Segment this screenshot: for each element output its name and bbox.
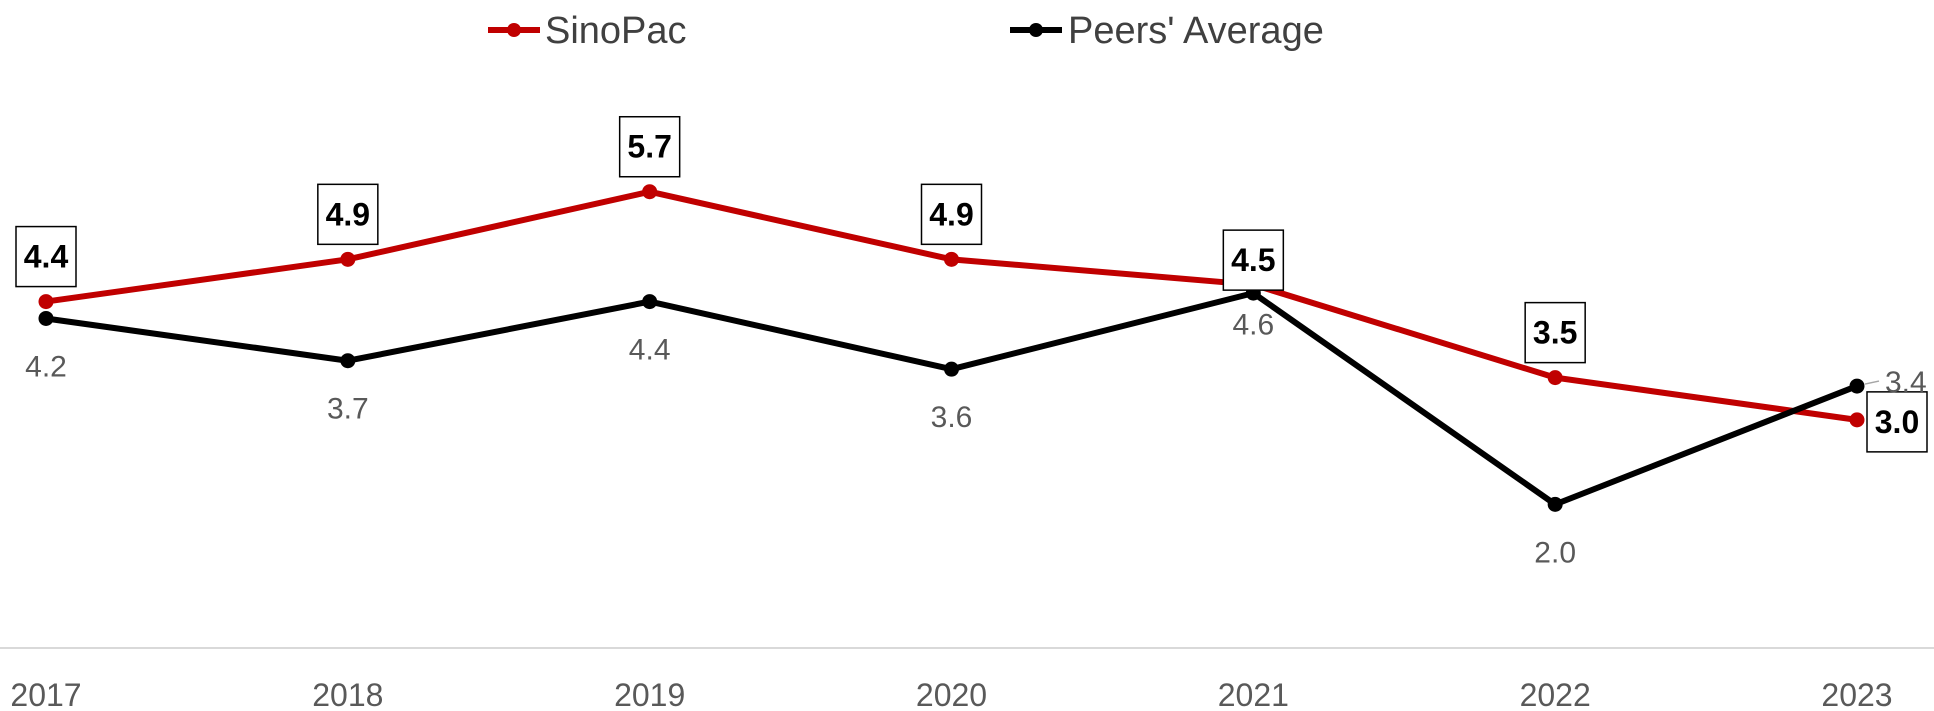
data-label-peers-average-2017: 4.2 — [25, 350, 67, 383]
data-point-peers-average-2017 — [38, 310, 54, 326]
data-label-text-sinopac-2019: 5.7 — [627, 129, 671, 165]
x-tick-label-2020: 2020 — [916, 677, 987, 711]
data-label-box-sinopac-2022 — [1524, 301, 1586, 364]
data-label-text-peers-average-2022: 2.0 — [1534, 536, 1576, 569]
data-label-sinopac-2020: 4.9 — [920, 183, 983, 246]
data-point-peers-average-2020 — [944, 361, 959, 377]
data-label-peers-average-2023: 3.4 — [1864, 366, 1927, 399]
data-label-leader-peers-average-2023 — [1864, 380, 1880, 385]
data-point-peers-average-2023 — [1849, 378, 1865, 394]
data-label-text-sinopac-2021: 4.6 — [1232, 309, 1274, 342]
data-label-text-sinopac-2018: 4.9 — [326, 196, 370, 232]
legend-marker-peers-average — [1029, 23, 1043, 37]
data-label-box-sinopac-2019 — [618, 115, 681, 178]
data-label-sinopac-2017: 4.4 — [15, 225, 77, 288]
data-label-peers-average-2018: 3.7 — [327, 393, 369, 426]
legend-label-sinopac: SinoPac — [545, 10, 687, 52]
data-label-text-peers-average-2019: 4.4 — [629, 334, 671, 367]
data-point-sinopac-2017 — [38, 294, 54, 310]
data-label-text-sinopac-2023: 3.0 — [1875, 404, 1919, 440]
legend-entry-sinopac[interactable]: SinoPac — [488, 10, 687, 52]
legend-marker-sinopac — [507, 23, 521, 37]
data-point-sinopac-2023 — [1849, 412, 1865, 428]
data-label-peers-average-2019: 4.4 — [629, 334, 671, 367]
data-label-box-sinopac-2018 — [317, 183, 379, 246]
data-label-sinopac-2023: 3.0 — [1866, 391, 1928, 453]
data-point-peers-average-2018 — [340, 353, 356, 369]
data-label-box-sinopac-2020 — [920, 183, 983, 246]
data-label-box-sinopac-2017 — [15, 225, 77, 288]
data-label-text-peers-average-2018: 3.7 — [327, 393, 369, 426]
x-tick-label-2023: 2023 — [1821, 677, 1892, 711]
data-label-text-sinopac-2020: 4.9 — [929, 196, 973, 232]
data-point-sinopac-2019 — [642, 184, 658, 200]
legend-label-peers-average: Peers' Average — [1068, 10, 1324, 52]
data-label-box-peers-average-2021 — [1222, 229, 1285, 291]
data-label-peers-average-2022: 2.0 — [1534, 536, 1576, 569]
data-label-text-peers-average-2017: 4.2 — [25, 350, 67, 383]
data-point-sinopac-2022 — [1547, 370, 1563, 386]
data-label-peers-average-2021: 4.5 — [1222, 229, 1285, 291]
x-tick-label-2018: 2018 — [312, 677, 383, 711]
data-label-text-peers-average-2020: 3.6 — [931, 401, 973, 434]
data-point-sinopac-2020 — [944, 251, 959, 267]
data-point-peers-average-2019 — [642, 294, 658, 310]
data-label-peers-average-2020: 3.6 — [931, 401, 973, 434]
data-label-text-sinopac-2017: 4.4 — [24, 239, 69, 275]
data-labels: 4.4 4.9 5.7 4.9 4.6 3.5 3.0 4.2 3.7 4.4 3.6 4.5 2.0 3… — [15, 115, 1928, 569]
x-tick-label-2017: 2017 — [10, 677, 81, 711]
data-label-sinopac-2019: 5.7 — [618, 115, 681, 178]
data-label-sinopac-2022: 3.5 — [1524, 301, 1586, 364]
legend-entry-peers-average[interactable]: Peers' Average — [1010, 10, 1324, 52]
data-point-sinopac-2018 — [340, 251, 356, 267]
legend: SinoPac Peers' Average — [488, 10, 1324, 52]
data-point-peers-average-2022 — [1547, 496, 1563, 512]
x-axis-tick-labels: 2017 2018 2019 2020 2021 2022 2023 — [10, 677, 1892, 711]
data-label-sinopac-2018: 4.9 — [317, 183, 379, 246]
data-label-box-sinopac-2023 — [1866, 391, 1928, 453]
data-label-text-peers-average-2023: 3.4 — [1885, 366, 1927, 399]
data-label-text-sinopac-2022: 3.5 — [1533, 315, 1577, 351]
data-label-sinopac-2021: 4.6 — [1232, 309, 1274, 342]
x-tick-label-2022: 2022 — [1520, 677, 1591, 711]
x-tick-label-2021: 2021 — [1218, 677, 1289, 711]
x-tick-label-2019: 2019 — [614, 677, 685, 711]
data-label-text-peers-average-2021: 4.5 — [1231, 242, 1275, 278]
